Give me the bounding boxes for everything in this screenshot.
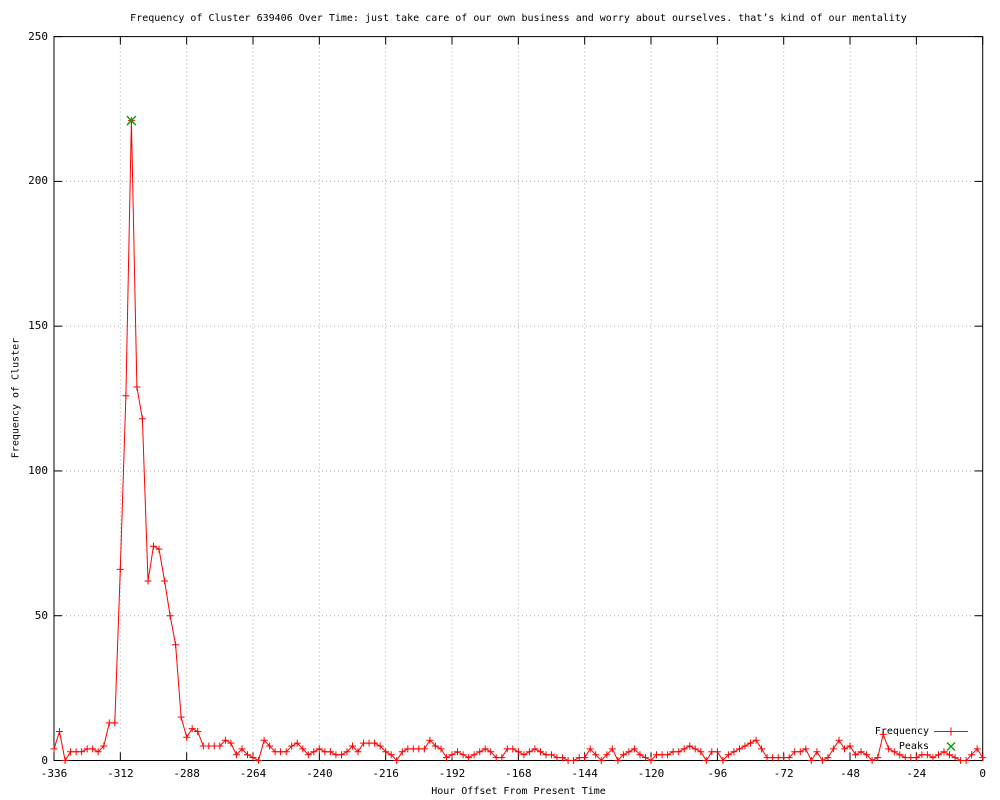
x-tick-label: -264 [239,767,267,780]
x-tick-label: -96 [707,767,728,780]
peaks-cross-sample-icon [946,742,956,751]
x-tick-label: -72 [773,767,794,780]
x-tick-label: -144 [571,767,598,780]
y-tick-label: 200 [28,174,48,188]
frequency-point-markers [50,117,987,764]
legend: Frequency Peaks [850,724,983,754]
legend-row-frequency: Frequency [850,724,983,739]
y-tick-label: 0 [41,753,48,767]
legend-label-frequency: Frequency [874,726,929,737]
peak-marker [126,115,137,126]
chart-title: Frequency of Cluster 639406 Over Time: j… [130,13,907,24]
x-tick-label: -336 [40,767,68,780]
x-tick-label: -192 [438,767,466,780]
x-tick-label: -240 [306,767,333,780]
frequency-curve [53,120,984,762]
x-tick-label: -48 [840,767,860,780]
x-tick-label: -288 [173,767,200,780]
frequency-line-sample-icon [934,727,968,736]
x-tick-label: -24 [906,767,927,780]
x-tick-label: 0 [979,767,986,780]
y-tick-label: 50 [34,608,48,622]
y-tick-label: 250 [28,29,48,43]
x-tick-label: -120 [637,767,665,780]
y-tick-label: 100 [28,463,48,477]
legend-label-peaks: Peaks [898,741,929,752]
y-axis-label: Frequency of Cluster [10,337,22,459]
x-axis-label: Hour Offset From Present Time [431,786,606,797]
x-tick-label: -312 [107,767,134,780]
legend-row-peaks: Peaks [850,739,983,754]
x-tick-label: -216 [372,767,399,780]
x-tick-label: -168 [505,767,532,780]
y-tick-label: 150 [28,319,48,333]
